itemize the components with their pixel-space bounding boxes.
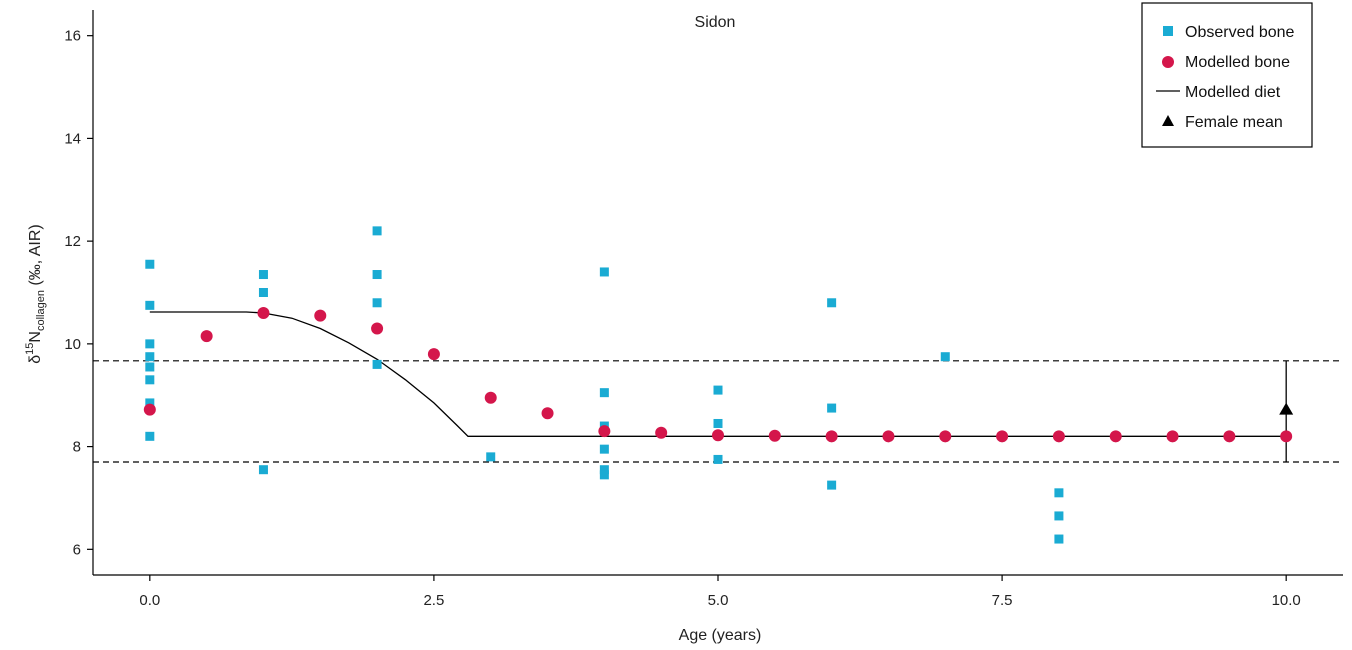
- modelled-bone-point: [655, 427, 667, 439]
- observed-bone-point: [1054, 511, 1063, 520]
- observed-bone-point: [600, 267, 609, 276]
- observed-bone-point: [145, 352, 154, 361]
- x-ticks: 0.0 2.5 5.0 7.5 10.0: [139, 575, 1300, 609]
- chart-title: Sidon: [695, 14, 736, 31]
- y-axis-title: δ15Ncollagen (‰, AIR): [24, 224, 47, 363]
- legend-modelled-label: Modelled bone: [1185, 54, 1290, 71]
- x-tick-label: 0.0: [139, 592, 160, 609]
- y-axis-title-suffix: (‰, AIR): [27, 224, 44, 290]
- observed-bone-point: [714, 386, 723, 395]
- observed-bone-point: [827, 298, 836, 307]
- y-ticks: 6 8 10 12 14 16: [64, 28, 93, 559]
- legend-diet-label: Modelled diet: [1185, 84, 1281, 101]
- legend-observed-label: Observed bone: [1185, 24, 1295, 41]
- reference-lines: [93, 361, 1343, 462]
- observed-bone-point: [259, 465, 268, 474]
- modelled-bone-point: [1167, 430, 1179, 442]
- modelled-bone-point: [1280, 430, 1292, 442]
- y-tick-label: 8: [73, 439, 81, 456]
- legend-observed-swatch: [1163, 26, 1173, 36]
- modelled-diet-line: [150, 312, 1286, 436]
- modelled-bone-point: [201, 330, 213, 342]
- observed-bone-point: [145, 339, 154, 348]
- observed-bone-point: [259, 288, 268, 297]
- observed-bone-point: [259, 270, 268, 279]
- y-axis-title-subscript: collagen: [35, 290, 47, 331]
- legend-modelled-swatch: [1162, 56, 1174, 68]
- observed-bone-layer: [145, 226, 1063, 543]
- y-tick-label: 16: [64, 28, 81, 45]
- x-axis-title: Age (years): [679, 627, 762, 644]
- modelled-bone-point: [542, 407, 554, 419]
- modelled-bone-point: [371, 322, 383, 334]
- observed-bone-point: [145, 260, 154, 269]
- observed-bone-point: [600, 445, 609, 454]
- observed-bone-point: [600, 388, 609, 397]
- modelled-bone-point: [598, 425, 610, 437]
- x-tick-label: 10.0: [1272, 592, 1301, 609]
- female-mean-layer: [1279, 403, 1293, 415]
- observed-bone-point: [145, 362, 154, 371]
- modelled-bone-point: [485, 392, 497, 404]
- observed-bone-point: [486, 452, 495, 461]
- observed-bone-point: [373, 298, 382, 307]
- observed-bone-point: [600, 470, 609, 479]
- observed-bone-point: [827, 404, 836, 413]
- modelled-bone-point: [314, 310, 326, 322]
- legend-female-label: Female mean: [1185, 114, 1283, 131]
- y-tick-label: 12: [64, 233, 81, 250]
- observed-bone-point: [373, 226, 382, 235]
- y-tick-label: 6: [73, 541, 81, 558]
- modelled-bone-point: [257, 307, 269, 319]
- observed-bone-point: [941, 352, 950, 361]
- modelled-bone-point: [712, 429, 724, 441]
- modelled-bone-point: [769, 430, 781, 442]
- y-axis-title-prefix: δ: [27, 355, 44, 364]
- observed-bone-point: [373, 270, 382, 279]
- observed-bone-point: [827, 481, 836, 490]
- x-tick-label: 7.5: [992, 592, 1013, 609]
- observed-bone-point: [373, 360, 382, 369]
- modelled-bone-point: [1110, 430, 1122, 442]
- modelled-bone-point: [1223, 430, 1235, 442]
- y-tick-label: 14: [64, 130, 81, 147]
- observed-bone-point: [714, 455, 723, 464]
- modelled-bone-point: [996, 430, 1008, 442]
- x-tick-label: 5.0: [708, 592, 729, 609]
- x-tick-label: 2.5: [423, 592, 444, 609]
- modelled-bone-point: [428, 348, 440, 360]
- observed-bone-point: [145, 432, 154, 441]
- observed-bone-point: [1054, 535, 1063, 544]
- modelled-bone-point: [144, 404, 156, 416]
- female-mean-point: [1279, 403, 1293, 415]
- modelled-diet-layer: [150, 312, 1286, 436]
- modelled-bone-point: [882, 430, 894, 442]
- y-tick-label: 10: [64, 336, 81, 353]
- y-axis-title-main: N: [27, 331, 44, 343]
- observed-bone-point: [1054, 488, 1063, 497]
- y-axis-title-superscript: 15: [24, 343, 36, 355]
- legend: Observed bone Modelled bone Modelled die…: [1142, 3, 1312, 147]
- modelled-bone-point: [1053, 430, 1065, 442]
- observed-bone-point: [145, 301, 154, 310]
- modelled-bone-point: [826, 430, 838, 442]
- observed-bone-point: [714, 419, 723, 428]
- modelled-bone-point: [939, 430, 951, 442]
- observed-bone-point: [145, 375, 154, 384]
